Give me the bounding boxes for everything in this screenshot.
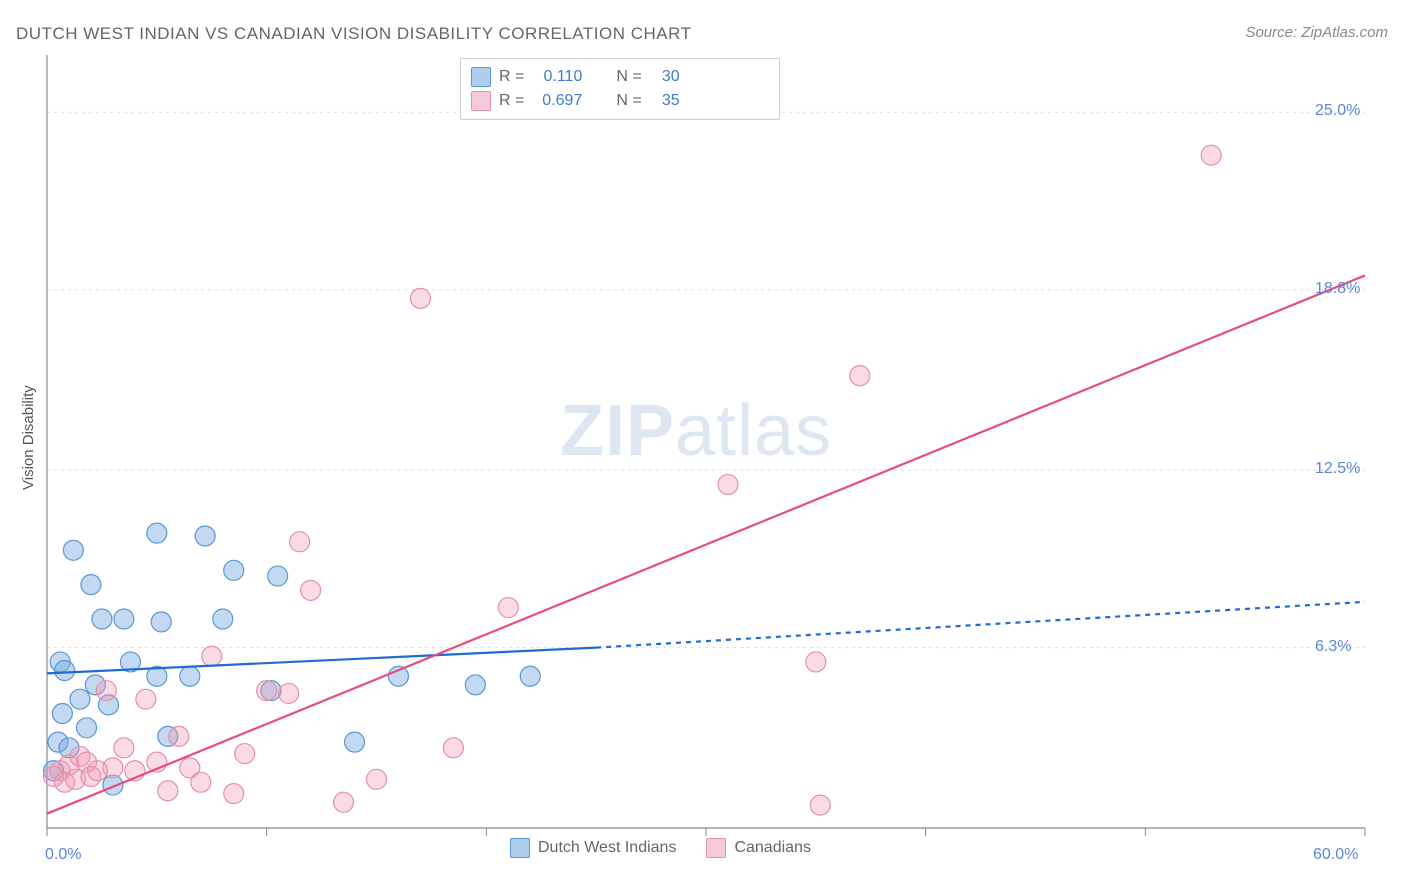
legend-swatch-blue-icon xyxy=(510,838,530,858)
legend-item-canadians: Canadians xyxy=(706,838,811,858)
legend-correlation: R = 0.110 N = 30 R = 0.697 N = 35 xyxy=(460,58,780,120)
x-tick-label: 60.0% xyxy=(1313,846,1358,864)
legend-R-label: R = xyxy=(499,89,524,113)
y-tick-label: 25.0% xyxy=(1315,102,1360,120)
legend-N-value-canadians: 35 xyxy=(650,89,680,113)
y-tick-label: 6.3% xyxy=(1315,638,1351,656)
legend-item-dutch: Dutch West Indians xyxy=(510,838,676,858)
legend-N-label: N = xyxy=(616,65,641,89)
legend-label-canadians: Canadians xyxy=(734,839,811,857)
legend-row-dutch: R = 0.110 N = 30 xyxy=(471,65,769,89)
legend-swatch-pink-icon xyxy=(706,838,726,858)
x-tick-label: 0.0% xyxy=(45,846,81,864)
legend-N-value-dutch: 30 xyxy=(650,65,680,89)
legend-label-dutch: Dutch West Indians xyxy=(538,839,676,857)
legend-R-label: R = xyxy=(499,65,524,89)
y-tick-label: 12.5% xyxy=(1315,460,1360,478)
legend-N-label: N = xyxy=(616,89,641,113)
legend-swatch-blue xyxy=(471,67,491,87)
legend-R-value-canadians: 0.697 xyxy=(532,89,582,113)
legend-swatch-pink xyxy=(471,91,491,111)
legend-R-value-dutch: 0.110 xyxy=(532,65,582,89)
legend-row-canadians: R = 0.697 N = 35 xyxy=(471,89,769,113)
scatter-chart xyxy=(0,0,1406,892)
legend-series: Dutch West Indians Canadians xyxy=(510,838,811,858)
y-tick-label: 18.8% xyxy=(1315,280,1360,298)
